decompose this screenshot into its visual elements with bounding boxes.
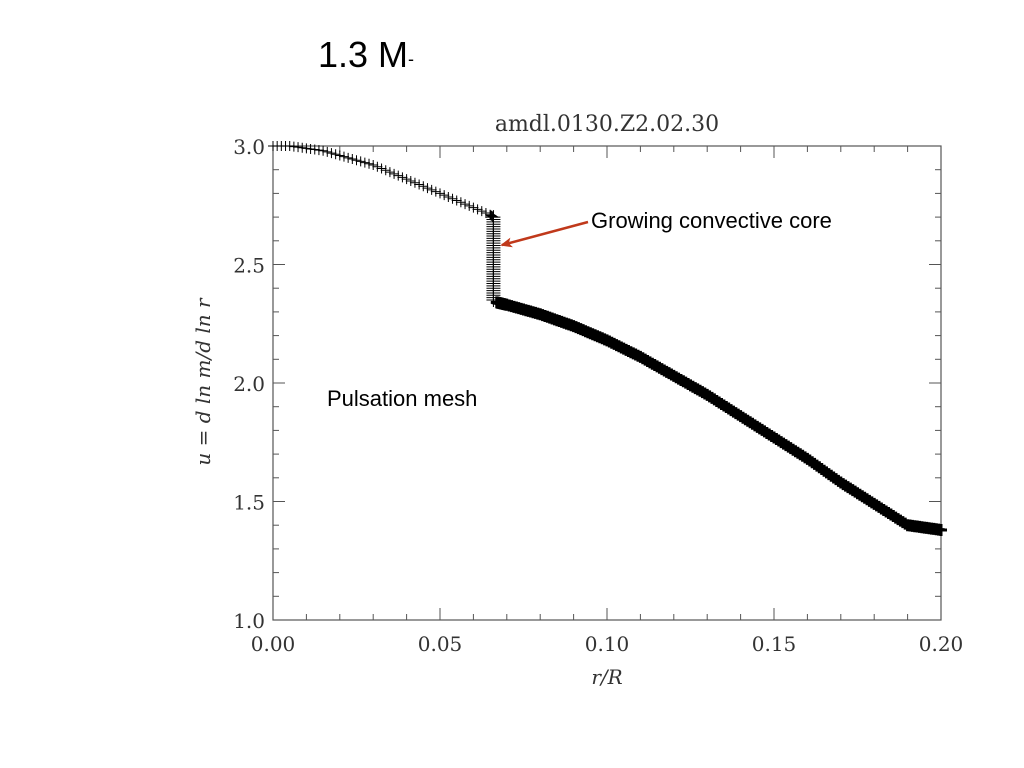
x-tick-label: 0.15 (752, 632, 797, 656)
data-point (338, 151, 349, 162)
data-point (284, 141, 295, 151)
data-point (414, 179, 425, 190)
series-3 (490, 296, 947, 536)
data-point (393, 170, 404, 181)
slide-title-subscript: - (408, 49, 415, 69)
data-point (297, 142, 308, 153)
data-point (435, 188, 445, 199)
data-point (288, 141, 299, 152)
y-tick-label: 2.0 (233, 372, 265, 396)
data-point (485, 210, 496, 221)
data-point (426, 184, 437, 195)
data-point (389, 168, 400, 179)
data-point (439, 190, 450, 201)
y-axis-label: u = d ln m/d ln r (191, 297, 215, 466)
data-point (301, 143, 312, 154)
data-point (293, 142, 304, 153)
data-point (322, 146, 333, 157)
data-point (326, 148, 337, 159)
x-tick-label: 0.00 (251, 632, 296, 656)
data-series (268, 141, 947, 536)
data-point (309, 144, 320, 155)
data-point (935, 523, 947, 536)
data-point (460, 199, 471, 210)
callout-arrow (500, 220, 589, 248)
data-point (313, 145, 324, 156)
series-1 (268, 141, 499, 223)
data-point (447, 193, 458, 204)
data-point (443, 191, 454, 202)
data-point (355, 156, 366, 167)
chart-title: amdl.0130.Z2.02.30 (495, 112, 719, 137)
data-point (401, 174, 412, 185)
data-point (405, 175, 416, 186)
data-point (368, 159, 379, 170)
data-point (397, 172, 408, 183)
ticks: 0.00 0.05 0.10 0.15 0.20 1.0 1.5 2.0 2.5 3.0 (233, 135, 963, 656)
data-point (380, 165, 391, 176)
series-2 (486, 210, 501, 308)
slide-title: 1.3 M- (318, 34, 414, 76)
x-tick-label: 0.05 (418, 632, 463, 656)
data-point (305, 143, 316, 154)
callout-pulsation-mesh: Pulsation mesh (327, 386, 478, 411)
slide-title-main: 1.3 M (318, 34, 409, 75)
data-point (343, 152, 354, 163)
data-point (359, 157, 370, 168)
y-tick-label: 1.5 (233, 491, 265, 515)
data-point (476, 206, 487, 217)
x-axis-label: r/R (591, 665, 622, 689)
callout-growing-convective-core: Growing convective core (591, 208, 832, 233)
data-point (372, 161, 383, 172)
data-point (409, 177, 420, 188)
data-point (376, 163, 387, 174)
data-point (464, 200, 475, 211)
x-tick-label: 0.20 (919, 632, 964, 656)
data-point (347, 154, 358, 165)
data-point (351, 155, 362, 166)
data-point (384, 167, 395, 178)
data-point (472, 204, 483, 215)
data-point (455, 197, 466, 208)
y-tick-label: 3.0 (233, 135, 265, 159)
y-tick-label: 2.5 (233, 254, 265, 278)
data-point (334, 150, 345, 161)
data-point (468, 202, 479, 213)
data-point (480, 207, 491, 218)
y-tick-label: 1.0 (233, 609, 265, 633)
data-point (330, 149, 341, 160)
data-point (318, 145, 329, 156)
data-point (451, 195, 462, 206)
x-tick-label: 0.10 (585, 632, 630, 656)
data-point (364, 158, 375, 169)
data-point (418, 181, 429, 192)
data-point (430, 186, 441, 197)
data-point (422, 183, 433, 194)
